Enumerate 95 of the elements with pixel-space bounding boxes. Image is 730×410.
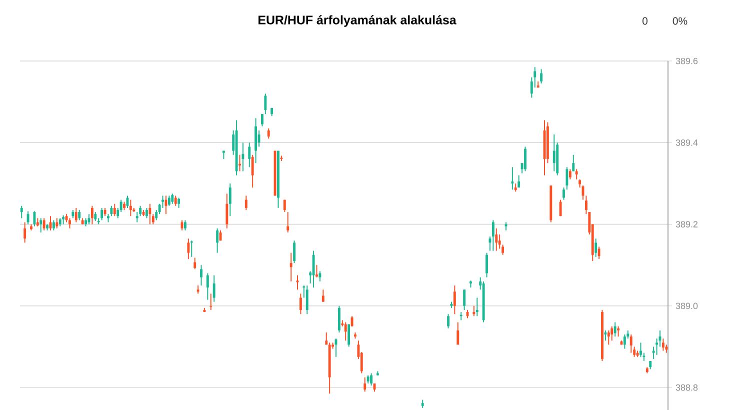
candlestick xyxy=(238,154,241,172)
candlestick xyxy=(492,220,494,252)
candlestick xyxy=(171,192,174,204)
y-tick-label: 389.2 xyxy=(676,220,698,228)
candlestick xyxy=(33,210,36,227)
candlestick xyxy=(495,228,498,252)
candlestick xyxy=(148,203,152,225)
candlestick xyxy=(312,250,315,288)
candlestick xyxy=(162,195,164,208)
candlestick xyxy=(562,186,565,200)
candlestick xyxy=(344,322,347,341)
candlestick xyxy=(472,305,476,316)
candlestick xyxy=(194,257,196,270)
candlestick xyxy=(187,238,190,260)
candlestick xyxy=(68,217,71,229)
text: 0% xyxy=(672,17,688,25)
candlestick xyxy=(52,220,55,231)
y-tick-label: 388.8 xyxy=(676,384,698,391)
candlestick xyxy=(226,192,228,229)
candlestick xyxy=(178,197,180,208)
candlestick xyxy=(486,252,488,278)
candlestick xyxy=(552,134,556,172)
candlestick xyxy=(630,334,632,354)
chart-title: EUR/HUF árfolyamának alakulása xyxy=(258,14,456,27)
candlestick xyxy=(540,68,543,84)
candlestick xyxy=(74,207,78,223)
candlestick xyxy=(453,284,456,314)
candlestick xyxy=(286,211,290,233)
candlestick xyxy=(40,217,42,233)
candlestick xyxy=(306,284,308,314)
candlestick xyxy=(604,330,607,341)
candlestick xyxy=(290,252,292,282)
candlestick xyxy=(113,203,116,216)
candlestick xyxy=(518,174,520,188)
candlestick xyxy=(206,272,209,300)
candlestick xyxy=(42,217,46,231)
candlestick xyxy=(447,313,450,329)
candlestick xyxy=(244,195,248,210)
y-tick-label: 389.4 xyxy=(676,139,698,146)
candlestick xyxy=(228,182,232,216)
candlestick xyxy=(338,305,340,333)
candlestick xyxy=(174,195,177,206)
candlestick xyxy=(640,342,642,358)
candlestick xyxy=(662,338,664,352)
candlestick xyxy=(248,142,251,168)
candlestick xyxy=(264,92,267,114)
candlestick xyxy=(251,154,254,188)
candlestick xyxy=(242,142,244,172)
candlestick xyxy=(318,270,322,282)
candlestick xyxy=(168,195,170,206)
candlestick xyxy=(463,288,466,310)
text: 0 xyxy=(642,17,648,25)
candlestick xyxy=(184,220,186,231)
candlestick xyxy=(614,322,616,337)
candlestick xyxy=(348,324,350,348)
candlestick xyxy=(24,222,26,243)
candlestick xyxy=(316,264,318,278)
candlestick xyxy=(511,166,514,190)
candlestick xyxy=(598,246,600,260)
candlestick xyxy=(100,207,104,221)
candlestick xyxy=(56,217,58,229)
candlestick xyxy=(617,326,620,337)
candlestick xyxy=(267,128,270,139)
candlestick xyxy=(299,292,302,314)
candlestick xyxy=(90,205,94,225)
candlestick xyxy=(260,113,264,127)
candlestick xyxy=(293,240,296,264)
candlestick xyxy=(78,209,81,221)
candlestick xyxy=(568,168,572,180)
candlestick xyxy=(524,146,526,172)
candlestick xyxy=(370,372,372,386)
candlestick xyxy=(322,288,324,302)
y-tick-label: 389.6 xyxy=(676,58,698,64)
candlestick xyxy=(456,322,460,345)
candlestick xyxy=(200,264,202,286)
candlestick xyxy=(20,205,23,218)
candlestick xyxy=(566,166,568,190)
candlestick xyxy=(623,334,626,350)
candlestick xyxy=(110,205,113,216)
candlestick xyxy=(594,238,598,258)
candlestick xyxy=(559,199,562,216)
candlestick xyxy=(476,297,478,316)
candlestick xyxy=(283,199,286,212)
candlestick xyxy=(129,199,132,216)
y-tick-label: 389.0 xyxy=(676,302,698,309)
candlestick xyxy=(216,228,219,254)
candlestick xyxy=(610,326,614,341)
candlestick xyxy=(575,168,578,180)
candlestick xyxy=(212,274,216,302)
candlestick xyxy=(364,376,366,392)
candlestick xyxy=(146,207,148,218)
candlestick xyxy=(26,210,30,225)
candlestick xyxy=(607,330,610,345)
candlestick xyxy=(572,154,575,172)
candlestick xyxy=(136,211,138,223)
